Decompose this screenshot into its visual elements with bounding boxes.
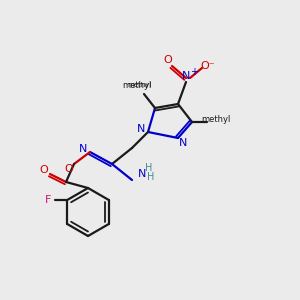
Text: O: O xyxy=(164,55,172,65)
Text: N: N xyxy=(79,144,87,154)
Text: O: O xyxy=(64,164,74,174)
Text: methyl: methyl xyxy=(128,82,152,88)
Text: N: N xyxy=(182,71,190,81)
Text: H: H xyxy=(147,172,155,182)
Text: H: H xyxy=(145,163,153,173)
Text: F: F xyxy=(45,195,51,205)
Text: N: N xyxy=(137,124,145,134)
Text: N: N xyxy=(179,138,187,148)
Text: +: + xyxy=(190,67,198,77)
Text: O⁻: O⁻ xyxy=(201,61,215,71)
Text: methyl: methyl xyxy=(201,115,231,124)
Text: methyl: methyl xyxy=(122,82,152,91)
Text: N: N xyxy=(138,169,146,179)
Text: O: O xyxy=(40,165,48,175)
